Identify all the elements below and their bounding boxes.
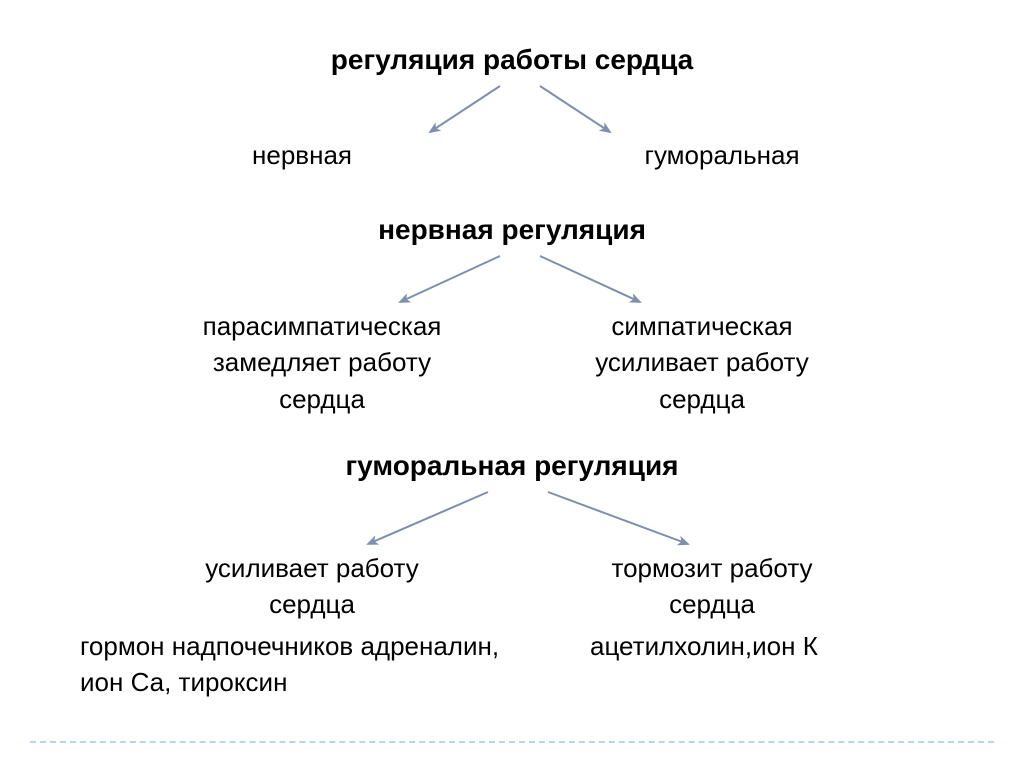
section3-row: усиливает работу сердца тормозит работу … xyxy=(0,550,1024,623)
section3-left: усиливает работу сердца xyxy=(142,550,482,623)
section2-right: симпатическая усиливает работу сердца xyxy=(532,308,872,417)
section2-left: парасимпатическая замедляет работу сердц… xyxy=(152,308,492,417)
section1-gap xyxy=(452,140,572,171)
section1-left: нервная xyxy=(152,140,452,171)
section3-footer-right: ацетилхолин,ион К xyxy=(590,628,950,664)
section1-title: регуляция работы сердца xyxy=(0,44,1024,76)
section2-title: нервная регуляция xyxy=(0,214,1024,246)
footer-divider xyxy=(30,741,994,743)
section1-row: нервная гуморальная xyxy=(0,140,1024,171)
section1-right: гуморальная xyxy=(572,140,872,171)
section2-gap xyxy=(492,308,532,417)
section3-title: гуморальная регуляция xyxy=(0,450,1024,482)
section3-gap xyxy=(482,550,542,623)
section2-row: парасимпатическая замедляет работу сердц… xyxy=(0,308,1024,417)
section3-footer-left: гормон надпочечников адреналин, ион Са, … xyxy=(80,628,560,701)
section3-right: тормозит работу сердца xyxy=(542,550,882,623)
diagram-page: регуляция работы сердца нервная гумораль… xyxy=(0,0,1024,767)
